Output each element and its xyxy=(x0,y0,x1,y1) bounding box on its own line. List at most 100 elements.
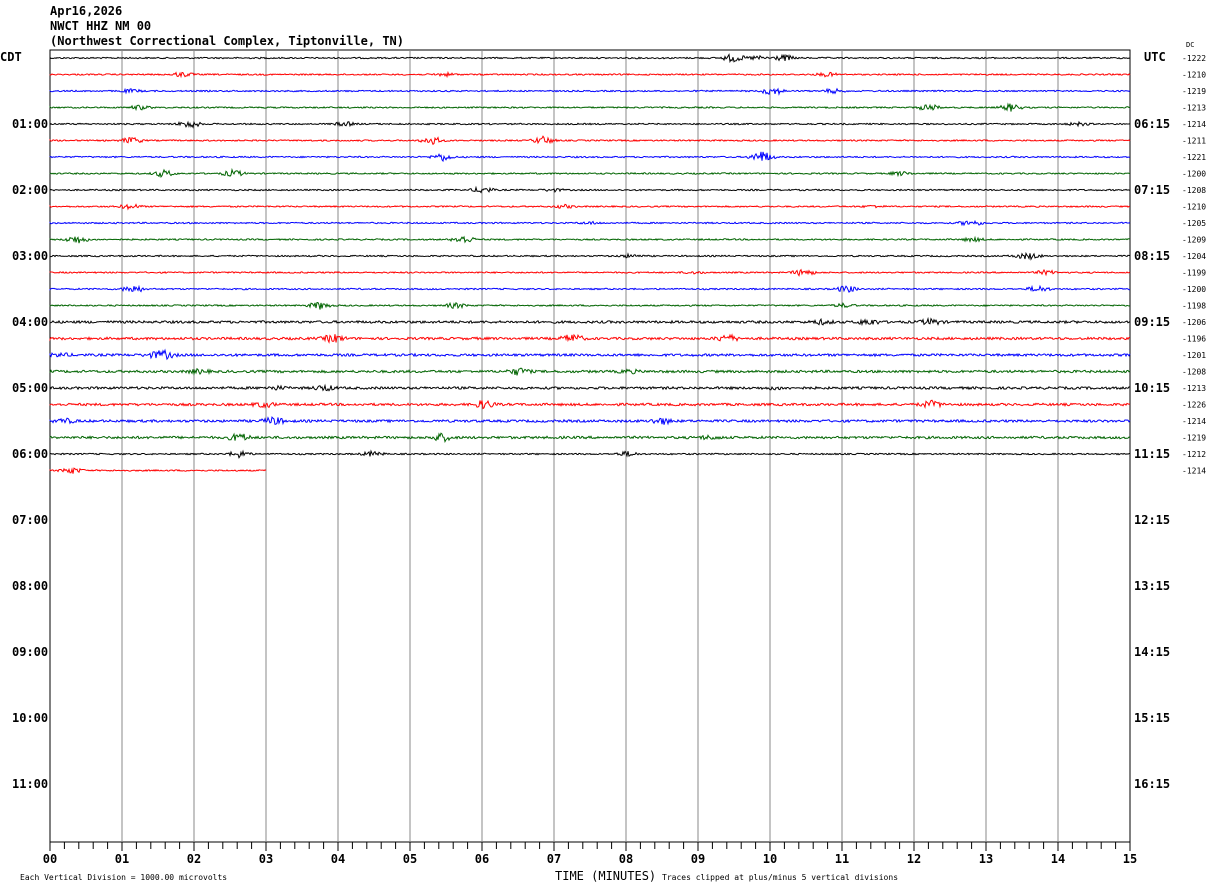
right-hour-label: 11:15 xyxy=(1134,447,1170,461)
dc-offset-label: -1200 xyxy=(1182,285,1206,294)
seismic-trace xyxy=(49,432,1131,443)
left-hour-label: 10:00 xyxy=(12,711,48,725)
right-hour-label: 06:15 xyxy=(1134,117,1170,131)
dc-offset-label: -1200 xyxy=(1182,170,1206,179)
x-tick-label: 11 xyxy=(835,852,849,866)
x-tick-label: 10 xyxy=(763,852,777,866)
seismic-trace xyxy=(49,185,1131,194)
dc-offset-label: -1221 xyxy=(1182,153,1206,162)
left-hour-label: 06:00 xyxy=(12,447,48,461)
seismic-trace xyxy=(49,135,1131,146)
right-hour-label: 15:15 xyxy=(1134,711,1170,725)
seismic-trace xyxy=(49,301,1131,310)
dc-offset-label: -1214 xyxy=(1182,417,1206,426)
seismic-trace xyxy=(49,167,1130,179)
seismic-trace xyxy=(49,120,1131,129)
dc-offset-label: -1219 xyxy=(1182,87,1206,96)
x-tick-label: 13 xyxy=(979,852,993,866)
seismic-trace xyxy=(49,151,1131,163)
left-timezone: CDT xyxy=(0,50,22,64)
seismic-trace xyxy=(49,284,1131,293)
dc-offset-label: -1214 xyxy=(1182,120,1206,129)
left-hour-label: 05:00 xyxy=(12,381,48,395)
seismic-trace xyxy=(49,219,1131,227)
right-timezone: UTC xyxy=(1144,50,1166,64)
dc-offset-label: -1222 xyxy=(1182,54,1206,63)
x-tick-label: 09 xyxy=(691,852,705,866)
right-hour-label: 07:15 xyxy=(1134,183,1170,197)
dc-offset-label: -1210 xyxy=(1182,71,1206,80)
dc-offset-label: -1196 xyxy=(1182,335,1206,344)
seismic-trace xyxy=(49,316,1131,327)
seismic-trace xyxy=(49,467,267,474)
x-tick-label: 14 xyxy=(1051,852,1065,866)
seismic-trace xyxy=(49,235,1131,244)
dc-offset-label: -1210 xyxy=(1182,203,1206,212)
seismic-trace xyxy=(49,399,1131,410)
dc-offset-label: -1213 xyxy=(1182,384,1206,393)
dc-offset-label: -1214 xyxy=(1182,467,1206,476)
dc-offset-label: -1201 xyxy=(1182,351,1206,360)
right-hour-label: 09:15 xyxy=(1134,315,1170,329)
dc-offset-label: -1209 xyxy=(1182,236,1206,245)
clip-note: Traces clipped at plus/minus 5 vertical … xyxy=(662,873,898,882)
seismic-trace xyxy=(49,367,1131,376)
dc-offset-label: -1208 xyxy=(1182,368,1206,377)
seismic-trace xyxy=(49,102,1131,112)
plot-frame xyxy=(49,49,1131,843)
left-hour-label: 03:00 xyxy=(12,249,48,263)
left-hour-label: 11:00 xyxy=(12,777,48,791)
left-hour-label: 04:00 xyxy=(12,315,48,329)
left-hour-label: 01:00 xyxy=(12,117,48,131)
left-hour-label: 02:00 xyxy=(12,183,48,197)
x-tick-label: 04 xyxy=(331,852,345,866)
x-tick-label: 06 xyxy=(475,852,489,866)
x-tick-label: 05 xyxy=(403,852,417,866)
seismic-trace xyxy=(49,449,1131,459)
right-hour-label: 10:15 xyxy=(1134,381,1170,395)
x-tick-label: 02 xyxy=(187,852,201,866)
scale-note: Each Vertical Division = 1000.00 microvo… xyxy=(20,873,227,882)
dc-offset-label: -1199 xyxy=(1182,269,1206,278)
location-label: (Northwest Correctional Complex, Tiptonv… xyxy=(50,34,405,48)
dc-offset-label: -1226 xyxy=(1182,401,1206,410)
dc-offset-label: -1205 xyxy=(1182,219,1206,228)
left-hour-label: 07:00 xyxy=(12,513,48,527)
seismic-trace xyxy=(49,53,1131,64)
left-hour-label: 09:00 xyxy=(12,645,48,659)
date-label: Apr16,2026 xyxy=(50,4,123,18)
seismic-trace xyxy=(49,348,1131,361)
dc-offset-label: -1198 xyxy=(1182,302,1206,311)
right-hour-label: 12:15 xyxy=(1134,513,1170,527)
seismic-trace xyxy=(49,251,1131,261)
right-hour-label: 13:15 xyxy=(1134,579,1170,593)
seismic-trace xyxy=(49,416,1131,426)
x-tick-label: 15 xyxy=(1123,852,1137,866)
x-tick-label: 08 xyxy=(619,852,633,866)
station-label: NWCT HHZ NM 00 xyxy=(50,19,152,33)
right-hour-label: 08:15 xyxy=(1134,249,1170,263)
x-tick-label: 07 xyxy=(547,852,561,866)
x-axis-label: TIME (MINUTES) xyxy=(555,869,656,883)
dc-offset-label: -1219 xyxy=(1182,434,1206,443)
seismic-trace xyxy=(49,268,1131,277)
x-tick-label: 01 xyxy=(115,852,129,866)
left-hour-label: 08:00 xyxy=(12,579,48,593)
seismic-trace xyxy=(49,333,1130,344)
seismic-trace xyxy=(49,70,1131,79)
dc-offset-label: -1213 xyxy=(1182,104,1206,113)
x-tick-label: 12 xyxy=(907,852,921,866)
dc-offset-label: -1211 xyxy=(1182,137,1206,146)
seismic-trace xyxy=(49,87,1131,96)
x-tick-label: 00 xyxy=(43,852,57,866)
dc-offset-label: -1212 xyxy=(1182,450,1206,459)
seismic-trace xyxy=(49,203,1131,211)
dc-offset-label: -1204 xyxy=(1182,252,1206,261)
dc-offset-label: -1208 xyxy=(1182,186,1206,195)
seismic-trace xyxy=(49,383,1131,392)
dc-offset-label: -1206 xyxy=(1182,318,1206,327)
x-tick-label: 03 xyxy=(259,852,273,866)
dc-header: DC xyxy=(1186,41,1194,49)
right-hour-label: 14:15 xyxy=(1134,645,1170,659)
